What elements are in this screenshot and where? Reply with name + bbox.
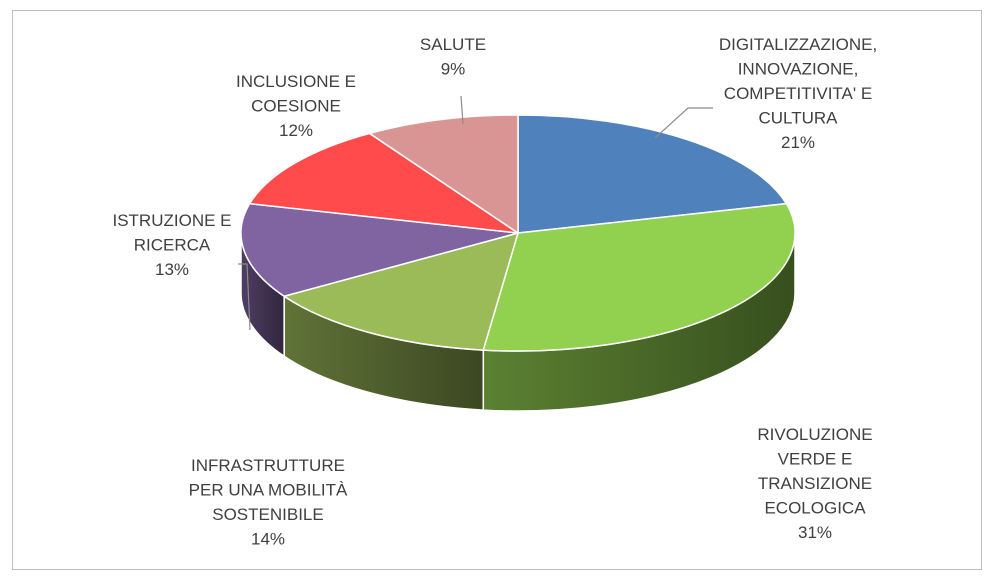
pie-slice-0 [517, 114, 788, 234]
slice-percent-2: 14% [251, 530, 285, 549]
pie-slice-1 [482, 202, 796, 352]
slice-percent-5: 9% [441, 60, 466, 79]
pie-top-faces [240, 114, 796, 352]
slice-name-line: INFRASTRUTTURE [191, 456, 345, 475]
slice-name-line: COESIONE [251, 97, 341, 116]
slice-name-line: SALUTE [420, 35, 486, 54]
slice-label-5: SALUTE 9% [420, 35, 486, 79]
pie-slice-4 [248, 132, 519, 234]
leader-line-2 [460, 95, 464, 125]
slice-percent-4: 12% [279, 121, 313, 140]
slice-name-line: TRANSIZIONE [758, 474, 872, 493]
slice-label-1: RIVOLUZIONE VERDE E TRANSIZIONE ECOLOGICA 31… [757, 425, 872, 542]
leader-lines [238, 95, 713, 331]
slice-label-0: DIGITALIZZAZIONE, INNOVAZIONE, COMPETITIVI… [719, 35, 877, 152]
slice-labels: DIGITALIZZAZIONE, INNOVAZIONE, COMPETITIVI… [112, 35, 877, 549]
slice-name-line: PER UNA MOBILITÀ [189, 481, 348, 500]
slice-label-3: ISTRUZIONE E RICERCA 13% [112, 211, 231, 279]
slice-name-line: COMPETITIVITA' E [724, 84, 872, 103]
slice-name-line: INNOVAZIONE, [738, 60, 859, 79]
slice-name-line: ISTRUZIONE E [112, 211, 231, 230]
pie-slice-5 [368, 114, 519, 234]
slice-percent-1: 31% [798, 523, 832, 542]
slice-name-line: ECOLOGICA [764, 499, 866, 518]
slice-name-line: RIVOLUZIONE [757, 425, 872, 444]
leader-line-0 [654, 107, 713, 139]
slice-name-line: VERDE E [778, 450, 853, 469]
slice-name-line: DIGITALIZZAZIONE, [719, 35, 877, 54]
slice-percent-3: 13% [155, 260, 189, 279]
slice-name-line: SOSTENIBILE [212, 505, 323, 524]
slice-label-4: INCLUSIONE E COESIONE 12% [236, 72, 356, 140]
slice-name-line: CULTURA [758, 109, 838, 128]
slice-percent-0: 21% [781, 133, 815, 152]
slice-name-line: INCLUSIONE E [236, 72, 356, 91]
pie-slice-3 [240, 202, 519, 297]
pie-slice-2 [283, 232, 519, 351]
slice-label-2: INFRASTRUTTURE PER UNA MOBILITÀ SOSTENIBIL… [189, 456, 348, 549]
slice-name-line: RICERCA [134, 236, 211, 255]
leader-line-1 [238, 263, 251, 331]
